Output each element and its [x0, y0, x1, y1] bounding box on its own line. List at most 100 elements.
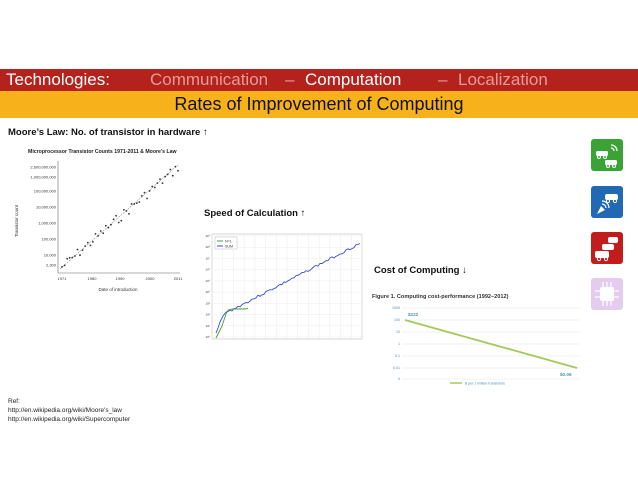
moore-point [148, 190, 151, 192]
speed-legend-n1: N=1 [225, 240, 232, 244]
moore-point [164, 175, 167, 178]
moore-xtick: 1971 [58, 276, 68, 281]
speed-n1-line [215, 308, 249, 339]
car-satellite-icon [597, 194, 618, 214]
cost-trend-line [404, 319, 578, 369]
moore-ytick: 100,000 [42, 237, 57, 242]
moore-ytick: 2,300 [46, 263, 57, 268]
cost-legend: $ per 1 million transistors [465, 382, 505, 386]
moore-point [115, 214, 117, 217]
moore-figure: Microprocessor Transistor Counts 1971-20… [8, 141, 190, 299]
moore-point [128, 212, 130, 215]
references: Ref: http://en.wikipedia.org/wiki/Moore'… [8, 397, 130, 424]
speed-ytick: 10⁸ [205, 245, 210, 249]
title-computation: Computation [305, 70, 402, 89]
speed-chart: 10⁹ 10⁸ 10⁷ 10⁶ 10⁵ 10⁴ 10³ 10² 10¹ 10⁰ N=1 SUM [205, 233, 363, 340]
moore-point [99, 230, 102, 232]
cost-ytick: 0.01 [393, 366, 400, 370]
cost-ytick: 0.1 [395, 354, 400, 358]
moore-point [161, 182, 164, 184]
speed-ytick: 10⁷ [206, 256, 210, 260]
moore-point [174, 165, 177, 168]
moore-xtick: 1990 [116, 276, 126, 281]
moore-ytick: 100,000,000 [34, 189, 57, 194]
moore-point [117, 221, 120, 224]
speed-ytick: 10¹ [206, 324, 210, 328]
moore-point [107, 226, 110, 229]
moore-point [61, 266, 63, 268]
title-communication: Communication [150, 70, 269, 89]
moore-xlabel: Date of introduction [98, 287, 138, 292]
ref-link-moore[interactable]: http://en.wikipedia.org/wiki/Moore's_law [8, 407, 122, 414]
connected-cars-icon [596, 144, 618, 168]
subtitle-bar: Rates of Improvement of Computing [0, 91, 638, 118]
speed-ytick: 10⁶ [205, 268, 210, 272]
moore-ytick: 2,600,000,000 [30, 165, 56, 170]
cost-ytick: 1000 [392, 306, 400, 310]
moore-point [156, 182, 159, 184]
moore-xtick: 2011 [174, 276, 183, 281]
moore-point [97, 235, 99, 237]
moore-chart: Microprocessor Transistor Counts 1971-20… [14, 149, 183, 292]
tile-traffic-jam [591, 232, 623, 264]
moore-point [74, 255, 76, 257]
moore-label: Moore’s Law: No. of transistor in hardwa… [8, 127, 208, 138]
moore-ytick: 1,000,000,000 [30, 175, 56, 180]
moore-point [146, 197, 149, 200]
moore-point [76, 248, 79, 251]
cost-end-value: $0.06 [560, 372, 572, 377]
moore-point [68, 256, 71, 259]
moore-point [169, 168, 172, 171]
speed-ytick: 10⁵ [205, 279, 210, 283]
moore-figure-title: Microprocessor Transistor Counts 1971-20… [28, 149, 178, 155]
moore-point [81, 249, 84, 251]
moore-point [177, 169, 179, 172]
speed-ytick: 10³ [206, 301, 210, 305]
cost-figure-title: Figure 1. Computing cost-performance (19… [372, 294, 509, 300]
moore-point [120, 219, 123, 222]
speed-ytick: 10⁹ [205, 234, 210, 238]
moore-point [135, 202, 138, 204]
cost-ytick: 0 [398, 377, 400, 381]
ref-title: Ref: [8, 398, 20, 405]
title-bar: Technologies: Communication – Computatio… [0, 69, 638, 91]
cost-ytick: 100 [394, 318, 400, 322]
moore-point [92, 241, 94, 243]
moore-point [112, 218, 115, 221]
title-prefix: Technologies: [6, 70, 110, 89]
moore-trend-line [59, 164, 179, 270]
moore-ylabel: Transistor count [14, 204, 19, 237]
moore-point [125, 210, 128, 212]
speed-ytick: 10⁴ [205, 290, 210, 294]
moore-point [63, 264, 66, 267]
ref-link-supercomputer[interactable]: http://en.wikipedia.org/wiki/Supercomput… [8, 416, 131, 423]
moore-ytick: 10,000 [44, 253, 57, 258]
moore-point [79, 254, 81, 257]
moore-point [159, 178, 161, 180]
moore-xtick: 2000 [146, 276, 156, 281]
slide-subtitle: Rates of Improvement of Computing [174, 94, 464, 114]
speed-legend-sum: SUM [225, 245, 233, 249]
title-sep2: – [438, 70, 448, 89]
title-localization: Localization [458, 70, 548, 89]
cost-ytick: 10 [396, 330, 400, 334]
moore-point [123, 209, 125, 211]
tile-connected-cars [591, 139, 623, 171]
speed-figure: 10⁹ 10⁸ 10⁷ 10⁶ 10⁵ 10⁴ 10³ 10² 10¹ 10⁰ N=1 SUM [198, 230, 366, 353]
moore-point [89, 244, 92, 247]
moore-point [110, 223, 112, 226]
speed-ytick: 10² [206, 313, 210, 317]
moore-point [84, 245, 87, 247]
moore-ytick: 10,000,000 [36, 205, 57, 210]
speed-label: Speed of Calculation ↑ [204, 208, 306, 219]
cost-ytick: 1 [398, 342, 400, 346]
moore-point [102, 232, 105, 235]
speed-ytick: 10⁰ [205, 335, 210, 339]
moore-point [94, 233, 97, 235]
moore-point [153, 186, 156, 189]
moore-xtick: 1980 [88, 276, 98, 281]
cost-start-value: $222 [408, 312, 419, 317]
moore-point [143, 191, 146, 194]
moore-point [133, 203, 136, 205]
moore-point [86, 241, 89, 244]
